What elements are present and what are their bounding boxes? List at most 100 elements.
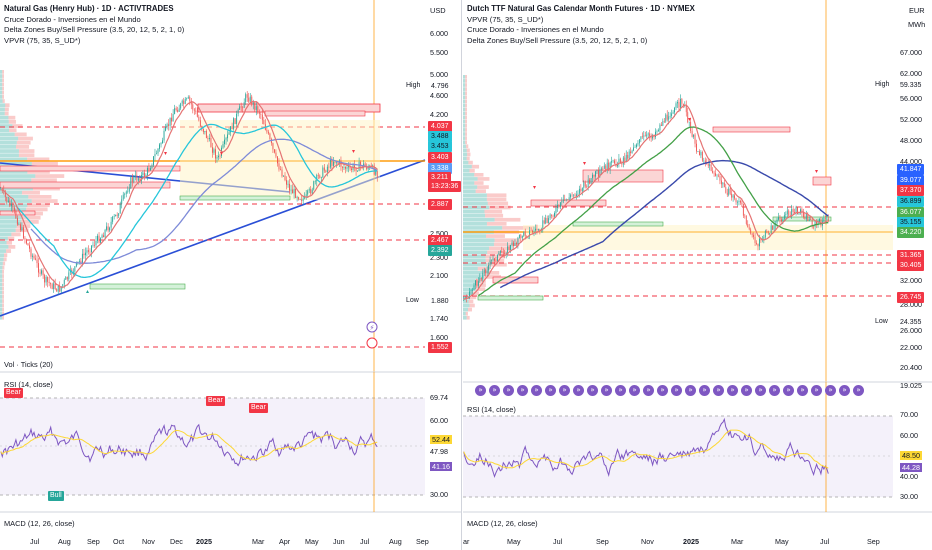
right-chart-pane[interactable]: Dutch TTF Natural Gas Calendar Month Fut… <box>463 0 932 550</box>
event-arrow-icon[interactable]: » <box>825 385 836 396</box>
candle-body <box>19 224 21 230</box>
event-arrow-icon[interactable]: » <box>839 385 850 396</box>
event-arrow-icon[interactable]: » <box>517 385 528 396</box>
price-extreme-label: Low <box>406 297 419 304</box>
event-arrow-icon[interactable]: » <box>769 385 780 396</box>
candle-body <box>760 238 762 241</box>
event-arrow-icon[interactable]: » <box>545 385 556 396</box>
vp-bar-up <box>0 124 13 128</box>
axis-tick-label: 44.000 <box>900 157 922 166</box>
vp-bar-up <box>463 299 469 304</box>
indicator-delta[interactable]: Delta Zones Buy/Sell Pressure (3.5, 20, … <box>467 35 648 45</box>
vp-bar-up <box>0 199 32 203</box>
volume-pane-title[interactable]: Vol · Ticks (20) <box>4 360 53 369</box>
vp-bar-down <box>465 136 467 140</box>
event-arrow-icon[interactable]: » <box>615 385 626 396</box>
macd-pane-title[interactable]: MACD (12, 26, close) <box>4 519 75 528</box>
vp-bar-down <box>465 124 467 128</box>
vp-bar-down <box>32 186 60 191</box>
ma-50-line <box>478 126 829 297</box>
candle-body <box>767 231 769 234</box>
currency-label[interactable]: USD <box>430 6 446 15</box>
price-tag: 41.847 <box>897 164 925 175</box>
vp-bar-up <box>0 195 29 199</box>
event-arrow-icon[interactable]: » <box>797 385 808 396</box>
event-arrow-icon[interactable]: » <box>601 385 612 396</box>
candle-body <box>201 126 203 129</box>
candle-body <box>477 281 479 286</box>
indicator-vpvr[interactable]: VPVR (75, 35, S_UD*) <box>4 35 81 45</box>
indicator-cruce[interactable]: Cruce Dorado - Inversiones en el Mundo <box>467 25 604 34</box>
event-arrow-icon[interactable]: » <box>531 385 542 396</box>
demand-zone <box>89 283 186 290</box>
candle-body <box>551 214 553 216</box>
currency-label[interactable]: EUR <box>909 6 925 15</box>
vp-bar-down <box>27 170 50 174</box>
date-label: Jul <box>360 537 370 546</box>
event-icons-row: »»»»»»»»»»»»»»»»»»»»»»»»»»»» <box>475 385 864 396</box>
event-arrow-icon[interactable]: » <box>853 385 864 396</box>
indicator-cruce[interactable]: Cruce Dorado - Inversiones en el Mundo <box>4 14 141 24</box>
price-tag: 36.077 <box>897 207 925 218</box>
candle-body <box>624 157 626 162</box>
event-arrow-icon[interactable]: » <box>643 385 654 396</box>
vp-bar-down <box>487 250 508 255</box>
candle-body <box>367 168 369 170</box>
event-arrow-icon[interactable]: » <box>713 385 724 396</box>
left-chart-pane[interactable]: ⚡ Natural Gas (Henry Hub) · 1D · ACTIVTR… <box>0 0 462 550</box>
event-arrow-icon[interactable]: » <box>727 385 738 396</box>
candle-body <box>510 244 512 251</box>
candle-body <box>823 218 825 222</box>
indicator-delta[interactable]: Delta Zones Buy/Sell Pressure (3.5, 20, … <box>4 25 185 34</box>
event-arrow-icon[interactable]: » <box>741 385 752 396</box>
vp-bar-down <box>469 168 475 173</box>
event-arrow-icon[interactable]: » <box>573 385 584 396</box>
event-arrow-icon[interactable]: » <box>755 385 766 396</box>
vp-bar-up <box>463 193 487 198</box>
candle-body <box>811 219 813 227</box>
candle-body <box>364 163 366 167</box>
candle-body <box>596 170 598 172</box>
macd-pane-title[interactable]: MACD (12, 26, close) <box>467 519 538 528</box>
candle-body <box>483 269 485 273</box>
event-arrow-icon[interactable]: » <box>475 385 486 396</box>
right-chart-canvas[interactable] <box>463 0 932 550</box>
candle-body <box>51 284 53 290</box>
event-arrow-icon[interactable]: » <box>503 385 514 396</box>
vp-bar-up <box>463 222 487 226</box>
rsi-pane-title[interactable]: RSI (14, close) <box>4 380 53 389</box>
axis-tick-label: 48.50 <box>900 451 922 460</box>
indicator-vpvr[interactable]: VPVR (75, 35, S_UD*) <box>467 14 544 24</box>
event-arrow-icon[interactable]: » <box>489 385 500 396</box>
candle-body <box>518 234 520 238</box>
event-arrow-icon[interactable]: » <box>685 385 696 396</box>
candle-body <box>568 197 570 201</box>
candle-body <box>295 188 297 198</box>
candle-body <box>813 226 815 228</box>
candle-body <box>134 175 136 178</box>
event-arrow-icon[interactable]: » <box>559 385 570 396</box>
vp-bar-down <box>466 156 470 161</box>
candle-body <box>535 228 536 231</box>
event-arrow-icon[interactable]: » <box>811 385 822 396</box>
event-arrow-icon[interactable]: » <box>587 385 598 396</box>
vp-bar-down <box>31 178 57 183</box>
event-arrow-icon[interactable]: » <box>657 385 668 396</box>
symbol-title[interactable]: Dutch TTF Natural Gas Calendar Month Fut… <box>467 4 695 13</box>
candle-body <box>700 151 702 156</box>
rsi-pane-title[interactable]: RSI (14, close) <box>467 405 516 414</box>
event-arrow-icon[interactable]: » <box>783 385 794 396</box>
symbol-title[interactable]: Natural Gas (Henry Hub) · 1D · ACTIVTRAD… <box>4 4 174 13</box>
event-arrow-icon[interactable]: » <box>699 385 710 396</box>
date-label: Oct <box>113 537 125 546</box>
vp-bar-up <box>463 156 467 161</box>
candle-body <box>715 173 716 176</box>
vp-bar-up <box>463 83 466 87</box>
candle-body <box>319 175 321 178</box>
candle-body <box>681 98 683 104</box>
event-arrow-icon[interactable]: » <box>671 385 682 396</box>
event-arrow-icon[interactable]: » <box>629 385 640 396</box>
candle-body <box>62 284 64 287</box>
candle-body <box>63 279 65 285</box>
left-chart-canvas[interactable]: ⚡ <box>0 0 462 550</box>
